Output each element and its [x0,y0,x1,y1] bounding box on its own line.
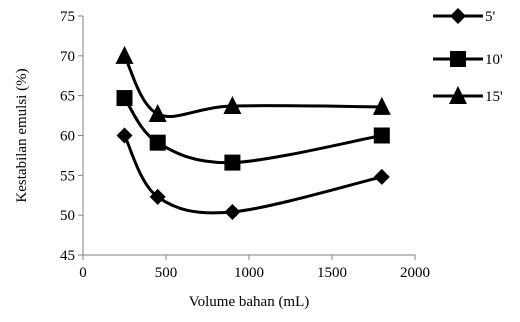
series-group [115,45,391,220]
x-tick-label: 500 [155,265,178,281]
x-tick-label: 1500 [317,265,347,281]
y-tick-label: 65 [60,89,75,105]
series-2 [116,90,390,171]
legend-item: 15' [433,86,503,105]
x-tick-label: 2000 [400,265,430,281]
legend-swatch-marker [450,8,466,24]
data-point [372,96,391,115]
x-tick-label: 1000 [234,265,264,281]
data-point [148,103,167,122]
legend-item: 10' [433,51,503,68]
legend-swatch-marker [449,86,467,104]
legend: 5' 10' 15' [433,8,503,105]
data-point [224,203,241,220]
y-tick-label: 75 [60,9,75,25]
data-point [373,127,390,144]
data-point [116,127,133,144]
data-point [116,90,133,107]
series-3 [115,45,391,122]
y-axis-title: Kestabilan emulsi (%) [14,68,30,202]
data-point [149,134,166,151]
y-tick-label: 45 [60,248,75,264]
series-line [123,55,382,118]
x-axis-title: Volume bahan (mL) [189,294,310,310]
data-point [224,154,241,171]
legend-swatch-marker [450,51,466,67]
series-1 [116,127,390,220]
x-tick-label: 0 [79,265,87,281]
legend-label: 15' [485,89,503,105]
data-point [373,168,390,185]
legend-label: 5' [485,9,496,25]
series-line [123,134,383,215]
legend-item: 5' [433,8,496,25]
y-tick-label: 60 [60,129,75,145]
y-tick-label: 50 [60,208,75,224]
data-point [223,96,242,115]
y-tick-label: 70 [60,49,75,65]
y-tick-label: 55 [60,168,75,184]
legend-label: 10' [485,52,503,68]
data-point [115,45,134,64]
data-point [149,188,166,205]
axes: 45 50 55 60 65 70 75 0 500 1000 1500 2000 [60,9,430,281]
series-line [123,97,383,165]
